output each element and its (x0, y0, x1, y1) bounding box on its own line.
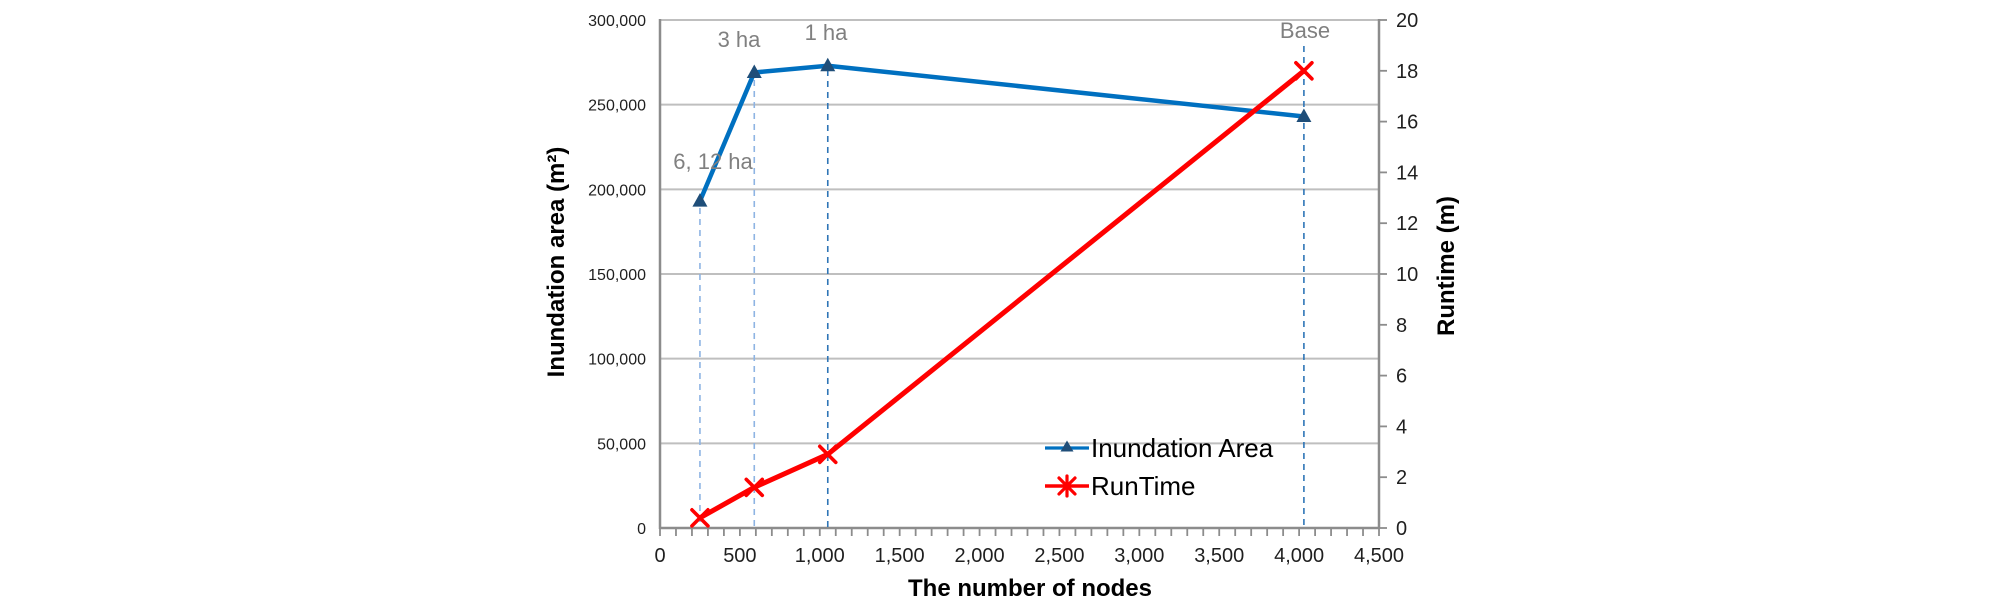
x-axis-tick-label: 0 (654, 545, 665, 567)
right-axis-tick-label: 4 (1396, 416, 1407, 438)
inundation-area-marker (692, 193, 708, 207)
left-axis-tick-label: 250,000 (588, 98, 646, 115)
left-axis-tick-label: 0 (637, 521, 646, 538)
legend-item-inundation-area: Inundation Area (1044, 431, 1273, 465)
x-axis-title: The number of nodes (907, 575, 1153, 602)
left-axis-tick-label: 50,000 (597, 436, 646, 453)
x-axis-tick-label: 2,500 (1034, 545, 1084, 567)
right-axis-tick-label: 20 (1396, 10, 1418, 32)
inundation-area-marker (746, 64, 762, 78)
legend-item-runtime: RunTime (1044, 469, 1273, 503)
legend-label-runtime: RunTime (1091, 471, 1196, 501)
inundation-area-marker (1296, 108, 1312, 123)
chart-legend: Inundation Area RunTime (1044, 431, 1273, 503)
runtime-marker (1294, 60, 1314, 81)
x-axis-tick-label: 4,000 (1274, 545, 1324, 567)
right-axis-tick-label: 16 (1396, 112, 1418, 134)
inundation-area-legend-marker-icon (1045, 440, 1089, 452)
x-axis-tick-label: 3,500 (1194, 545, 1244, 567)
series-line-runtime (697, 68, 1307, 521)
left-axis-tick-label: 200,000 (588, 182, 646, 199)
right-axis-tick-label: 14 (1396, 162, 1418, 184)
runtime-marker (817, 444, 838, 465)
runtime-marker (744, 477, 765, 498)
inundation-area-marker (820, 57, 836, 72)
left-axis-tick-label: 150,000 (588, 267, 646, 284)
annotation-1-ha: 1 ha (804, 20, 848, 45)
x-axis-tick-label: 2,000 (955, 545, 1005, 567)
left-axis-tick-label: 300,000 (588, 13, 646, 30)
right-axis-title: Runtime (m) (1433, 196, 1460, 336)
right-axis-tick-label: 18 (1396, 61, 1418, 83)
right-axis-tick-label: 12 (1396, 213, 1418, 235)
x-axis-tick-label: 1,000 (795, 545, 845, 567)
right-axis-tick-label: 2 (1396, 467, 1407, 489)
x-axis-tick-label: 3,000 (1114, 545, 1164, 567)
runtime-marker (690, 508, 710, 528)
right-axis-tick-label: 8 (1396, 315, 1407, 337)
right-axis-tick-label: 10 (1396, 264, 1418, 286)
legend-label-inundation-area: Inundation Area (1091, 433, 1274, 463)
left-axis-tick-label: 100,000 (588, 352, 646, 369)
annotation-3-ha: 3 ha (717, 27, 761, 52)
x-axis-tick-label: 4,500 (1354, 545, 1404, 567)
annotation-6-12-ha: 6, 12 ha (673, 149, 753, 174)
series-line-inundation-area (697, 63, 1307, 204)
right-axis-tick-label: 6 (1396, 366, 1407, 388)
right-axis-tick-label: 0 (1396, 518, 1407, 540)
left-axis-title: Inundation area (m²) (543, 146, 570, 378)
x-axis-tick-label: 1,500 (875, 545, 925, 567)
x-axis-tick-label: 500 (723, 545, 756, 567)
annotation-base: Base (1279, 18, 1331, 43)
runtime-legend-marker-icon (1045, 474, 1089, 498)
